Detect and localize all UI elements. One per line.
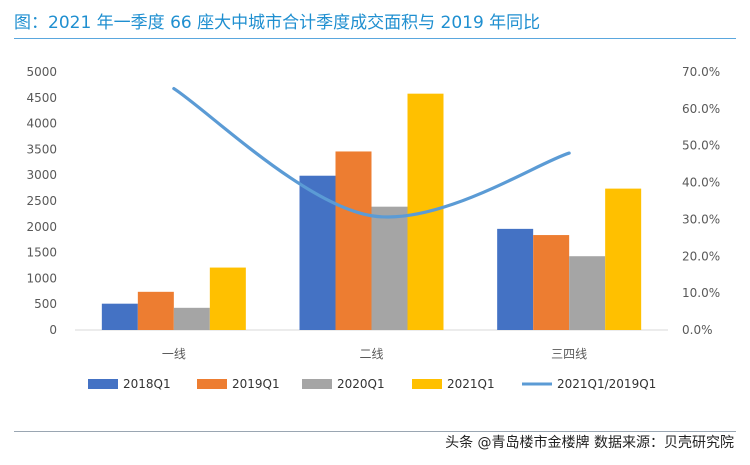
x-tick-label: 一线 bbox=[162, 347, 186, 361]
y-left-tick-label: 2500 bbox=[26, 194, 57, 208]
legend-label-2021Q1/2019Q1: 2021Q1/2019Q1 bbox=[557, 377, 656, 391]
footer-divider bbox=[14, 431, 736, 432]
legend-label-2021Q1: 2021Q1 bbox=[447, 377, 495, 391]
legend-swatch-2019Q1 bbox=[197, 379, 227, 389]
y-right-tick-label: 60.0% bbox=[682, 102, 720, 116]
y-left-tick-label: 500 bbox=[34, 297, 57, 311]
bar-2020Q1-二线 bbox=[371, 206, 408, 330]
bar-2021Q1-一线 bbox=[209, 267, 246, 330]
legend-label-2019Q1: 2019Q1 bbox=[232, 377, 280, 391]
title-divider bbox=[14, 38, 736, 39]
x-tick-label: 二线 bbox=[359, 347, 383, 361]
y-right-tick-label: 40.0% bbox=[682, 176, 720, 190]
legend-label-2020Q1: 2020Q1 bbox=[337, 377, 385, 391]
y-left-tick-label: 4000 bbox=[26, 117, 57, 131]
bar-2021Q1-三四线 bbox=[605, 188, 642, 330]
y-right-tick-label: 20.0% bbox=[682, 249, 720, 263]
source-watermark: 头条 @青岛楼市金楼牌 数据来源：贝壳研究院 bbox=[445, 435, 734, 451]
legend-swatch-2021Q1 bbox=[412, 379, 442, 389]
bar-2019Q1-一线 bbox=[137, 291, 174, 330]
y-right-tick-label: 70.0% bbox=[682, 65, 720, 79]
y-right-tick-label: 50.0% bbox=[682, 139, 720, 153]
y-left-tick-label: 0 bbox=[49, 323, 57, 337]
bar-2020Q1-一线 bbox=[173, 307, 210, 330]
y-right-tick-label: 0.0% bbox=[682, 323, 713, 337]
y-left-tick-label: 1000 bbox=[26, 271, 57, 285]
y-left-tick-label: 2000 bbox=[26, 220, 57, 234]
bar-2020Q1-三四线 bbox=[569, 256, 606, 330]
y-left-tick-label: 4500 bbox=[26, 91, 57, 105]
legend-label-2018Q1: 2018Q1 bbox=[123, 377, 171, 391]
x-tick-label: 三四线 bbox=[551, 347, 587, 361]
y-right-tick-label: 10.0% bbox=[682, 286, 720, 300]
legend-swatch-2018Q1 bbox=[88, 379, 118, 389]
y-left-tick-label: 3500 bbox=[26, 142, 57, 156]
legend-swatch-2020Q1 bbox=[302, 379, 332, 389]
bar-2018Q1-三四线 bbox=[497, 228, 534, 330]
bar-2018Q1-一线 bbox=[101, 303, 138, 330]
bar-2019Q1-二线 bbox=[335, 151, 372, 330]
y-left-tick-label: 1500 bbox=[26, 246, 57, 260]
bar-2018Q1-二线 bbox=[299, 175, 336, 330]
bar-2019Q1-三四线 bbox=[533, 235, 570, 330]
y-left-tick-label: 5000 bbox=[26, 65, 57, 79]
y-right-tick-label: 30.0% bbox=[682, 212, 720, 226]
chart-title: 图：2021 年一季度 66 座大中城市合计季度成交面积与 2019 年同比 bbox=[14, 13, 541, 33]
y-left-tick-label: 3000 bbox=[26, 168, 57, 182]
line-series-2021Q1/2019Q1 bbox=[172, 86, 571, 219]
